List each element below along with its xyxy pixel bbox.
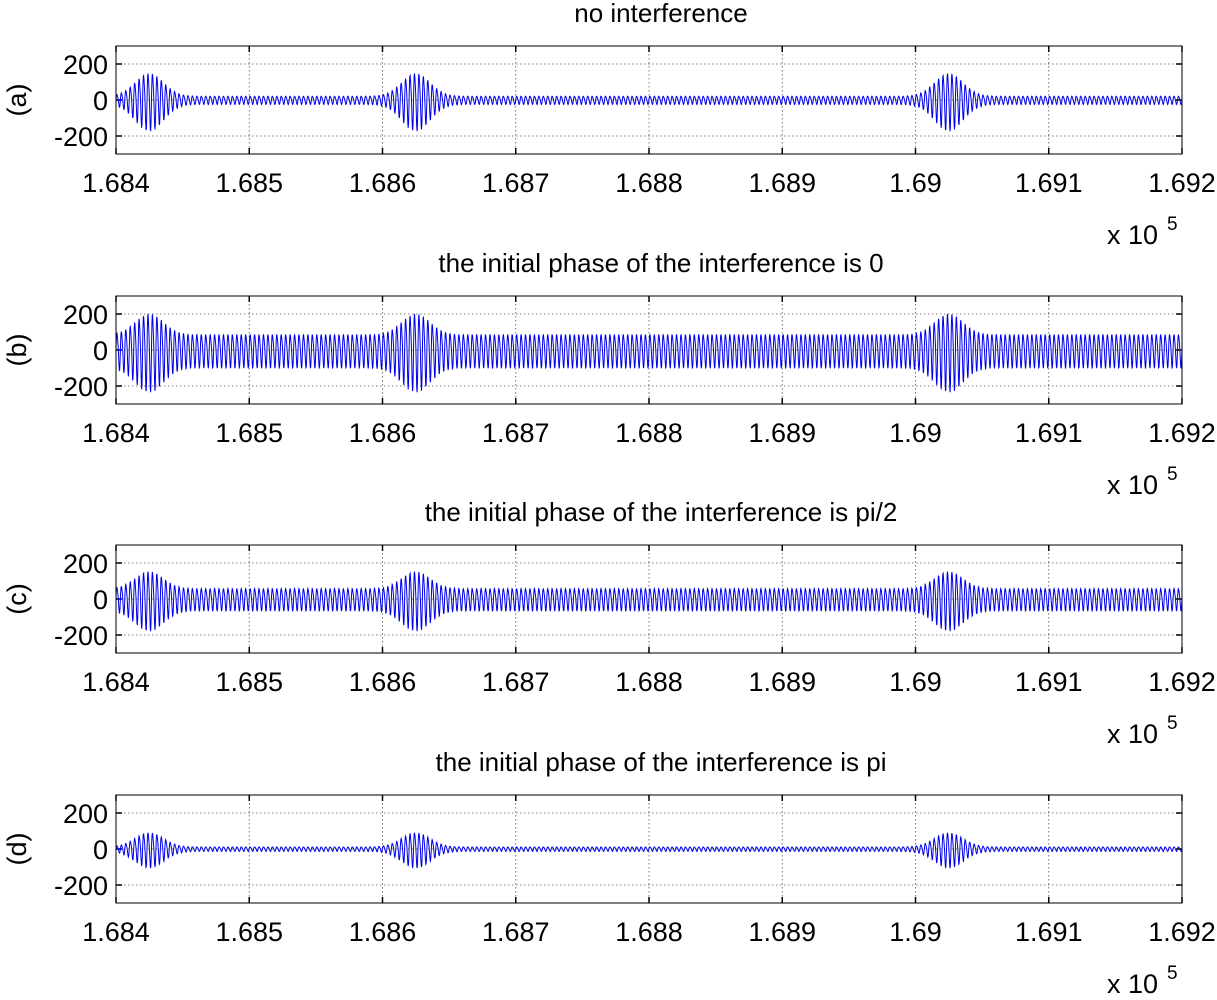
y-tick-label: 0 bbox=[93, 336, 108, 366]
panel-c-title: the initial phase of the interference is… bbox=[425, 497, 898, 527]
panel-a-title: no interference bbox=[574, 0, 747, 28]
x-tick-label: 1.688 bbox=[615, 168, 683, 198]
x-tick-label: 1.686 bbox=[349, 418, 417, 448]
x-tick-label: 1.69 bbox=[889, 667, 942, 697]
x-tick-label: 1.692 bbox=[1148, 418, 1216, 448]
x-tick-label: 1.684 bbox=[82, 418, 150, 448]
x-tick-label: 1.684 bbox=[82, 667, 150, 697]
panel-b-axes-frame bbox=[115, 295, 1183, 405]
x-tick-label: 1.692 bbox=[1148, 917, 1216, 947]
y-tick-label: -200 bbox=[54, 372, 108, 402]
panel-a-ylabel: (a) bbox=[2, 84, 32, 117]
x-tick-label: 1.692 bbox=[1148, 667, 1216, 697]
x-tick-label: 1.687 bbox=[482, 168, 550, 198]
y-tick-label: 0 bbox=[93, 835, 108, 865]
panel-a-signal-line bbox=[115, 73, 1183, 132]
x-tick-label: 1.689 bbox=[748, 168, 816, 198]
x-tick-label: 1.691 bbox=[1015, 917, 1083, 947]
panel-b-signal-line bbox=[115, 313, 1183, 393]
panel-d-ylabel: (d) bbox=[2, 833, 32, 866]
y-tick-label: -200 bbox=[54, 871, 108, 901]
panel-c-axes-frame bbox=[115, 544, 1183, 654]
panel-c-ylabel: (c) bbox=[2, 583, 32, 614]
x-tick-label: 1.684 bbox=[82, 917, 150, 947]
panel-d-axes-frame bbox=[115, 794, 1183, 904]
x-tick-label: 1.685 bbox=[215, 667, 283, 697]
x-multiplier-exponent: 5 bbox=[1167, 713, 1178, 734]
x-multiplier-exponent: 5 bbox=[1167, 963, 1178, 984]
panel-b-ylabel: (b) bbox=[2, 334, 32, 367]
x-tick-label: 1.691 bbox=[1015, 168, 1083, 198]
panel-d: the initial phase of the interference is… bbox=[2, 747, 1216, 999]
panel-a: no interference 1.684 1.685 1.686 1.687 1.688… bbox=[2, 0, 1216, 250]
x-tick-label: 1.69 bbox=[889, 168, 942, 198]
y-tick-label: 200 bbox=[63, 50, 108, 80]
y-tick-label: 0 bbox=[93, 86, 108, 116]
x-tick-label: 1.687 bbox=[482, 667, 550, 697]
y-tick-label: -200 bbox=[54, 122, 108, 152]
x-tick-label: 1.69 bbox=[889, 917, 942, 947]
x-multiplier-exponent: 5 bbox=[1167, 214, 1178, 235]
x-tick-label: 1.686 bbox=[349, 168, 417, 198]
x-tick-label: 1.691 bbox=[1015, 667, 1083, 697]
x-multiplier-exponent: 5 bbox=[1167, 464, 1178, 485]
x-tick-label: 1.688 bbox=[615, 667, 683, 697]
x-tick-label: 1.688 bbox=[615, 418, 683, 448]
x-multiplier-label: x 10 bbox=[1107, 220, 1158, 250]
x-tick-label: 1.688 bbox=[615, 917, 683, 947]
x-tick-label: 1.684 bbox=[82, 168, 150, 198]
x-tick-label: 1.685 bbox=[215, 168, 283, 198]
x-multiplier-label: x 10 bbox=[1107, 719, 1158, 749]
panel-b-title: the initial phase of the interference is… bbox=[438, 248, 883, 278]
panel-b: the initial phase of the interference is… bbox=[2, 248, 1216, 500]
y-tick-label: 200 bbox=[63, 300, 108, 330]
panel-a-axes-frame bbox=[115, 45, 1183, 155]
x-tick-label: 1.689 bbox=[748, 418, 816, 448]
x-multiplier-label: x 10 bbox=[1107, 969, 1158, 999]
panel-c-signal-line bbox=[115, 571, 1183, 632]
x-tick-label: 1.686 bbox=[349, 667, 417, 697]
x-multiplier-label: x 10 bbox=[1107, 470, 1158, 500]
x-tick-label: 1.687 bbox=[482, 418, 550, 448]
x-tick-label: 1.69 bbox=[889, 418, 942, 448]
y-tick-label: 200 bbox=[63, 549, 108, 579]
panel-d-signal-line bbox=[115, 832, 1183, 869]
panel-d-title: the initial phase of the interference is… bbox=[436, 747, 887, 777]
y-tick-label: 0 bbox=[93, 585, 108, 615]
x-tick-label: 1.692 bbox=[1148, 168, 1216, 198]
panel-c: the initial phase of the interference is… bbox=[2, 497, 1216, 749]
x-tick-label: 1.686 bbox=[349, 917, 417, 947]
y-tick-label: -200 bbox=[54, 621, 108, 651]
x-tick-label: 1.691 bbox=[1015, 418, 1083, 448]
y-tick-label: 200 bbox=[63, 799, 108, 829]
x-tick-label: 1.689 bbox=[748, 667, 816, 697]
x-tick-label: 1.685 bbox=[215, 418, 283, 448]
x-tick-label: 1.687 bbox=[482, 917, 550, 947]
x-tick-label: 1.689 bbox=[748, 917, 816, 947]
x-tick-label: 1.685 bbox=[215, 917, 283, 947]
